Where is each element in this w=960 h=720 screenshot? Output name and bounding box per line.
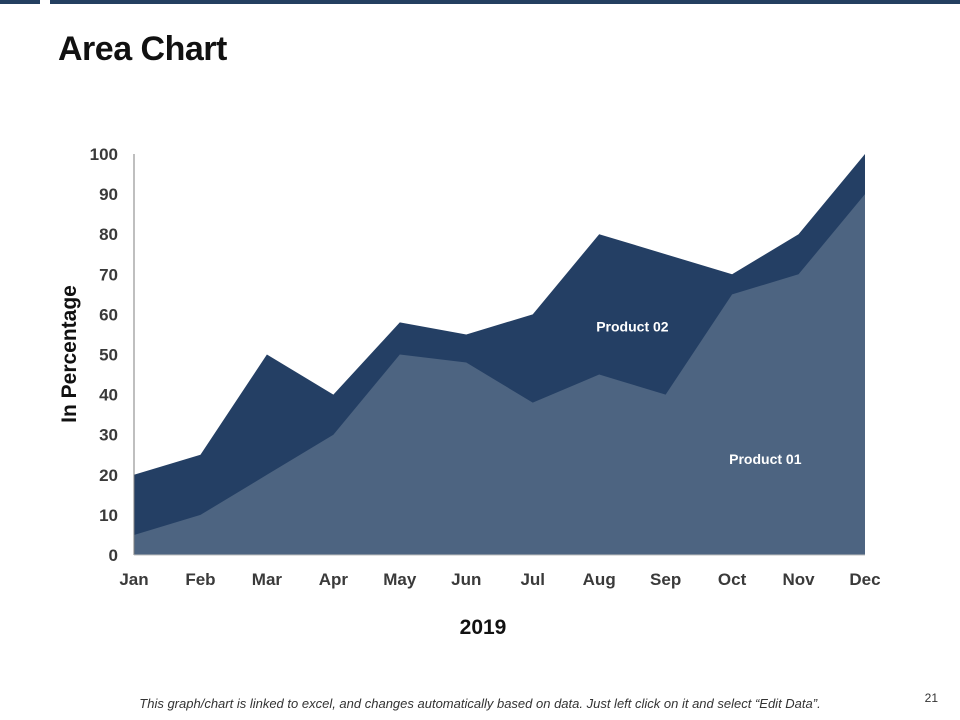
y-tick-label: 20	[99, 466, 118, 485]
x-tick-label: Jun	[451, 570, 481, 589]
x-tick-label: Apr	[319, 570, 349, 589]
y-tick-label: 100	[90, 145, 118, 164]
x-tick-label: May	[383, 570, 417, 589]
series-label-product-02: Product 02	[596, 318, 669, 334]
x-tick-label: Dec	[849, 570, 880, 589]
x-tick-label: Feb	[185, 570, 215, 589]
x-tick-label: Jan	[119, 570, 148, 589]
y-axis-title: In Percentage	[58, 285, 81, 423]
y-tick-label: 30	[99, 426, 118, 445]
page-title: Area Chart	[58, 30, 227, 68]
x-tick-label: Oct	[718, 570, 747, 589]
y-tick-label: 50	[99, 346, 118, 365]
y-tick-label: 70	[99, 265, 118, 284]
y-tick-label: 10	[99, 506, 118, 525]
x-tick-label: Sep	[650, 570, 681, 589]
x-tick-label: Jul	[520, 570, 545, 589]
chart-areas	[134, 154, 865, 555]
y-tick-label: 60	[99, 305, 118, 324]
x-tick-label: Aug	[583, 570, 616, 589]
chart-footnote: This graph/chart is linked to excel, and…	[139, 696, 821, 711]
chart-axes	[133, 154, 865, 556]
top-accent-bar-right	[50, 0, 960, 4]
chart-series-labels: Product 02 Product 01	[596, 318, 801, 466]
x-tick-label: Nov	[782, 570, 815, 589]
top-accent-bar-left	[0, 0, 40, 4]
y-tick-label: 40	[99, 386, 118, 405]
x-tick-label: Mar	[252, 570, 283, 589]
y-tick-label: 0	[109, 546, 118, 565]
y-tick-label: 90	[99, 185, 118, 204]
area-series-product-01	[134, 194, 865, 555]
y-tick-label: 80	[99, 225, 118, 244]
x-axis-title: 2019	[460, 616, 507, 639]
chart-tick-labels: 0 10 20 30 40 50 60 70 80 90 100 Jan Feb Mar Apr May Jun…	[90, 145, 881, 589]
series-label-product-01: Product 01	[729, 451, 802, 467]
page-number: 21	[924, 691, 938, 705]
